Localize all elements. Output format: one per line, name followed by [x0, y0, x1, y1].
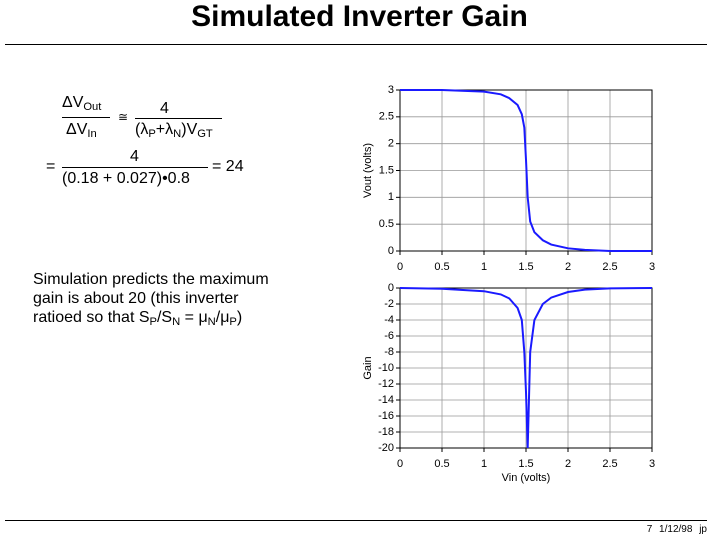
footer-rule — [5, 520, 707, 521]
x-tick-label: 2.5 — [602, 261, 617, 273]
t: N — [172, 316, 181, 328]
rhs-den: (λP+λN)VGT — [135, 121, 213, 140]
y-axis-label: Vout (volts) — [362, 143, 374, 198]
result: = 24 — [212, 158, 244, 175]
x-tick-label: 3 — [649, 458, 655, 470]
y-tick-label: 1 — [388, 191, 394, 203]
t: Out — [83, 101, 102, 113]
plot-frame — [399, 287, 653, 449]
t: N — [207, 316, 216, 328]
data-line — [399, 287, 653, 449]
y-tick-label: 2.5 — [379, 111, 394, 123]
y-tick-label: -14 — [378, 394, 394, 406]
title-rule — [5, 44, 707, 45]
y-tick-label: 0 — [388, 282, 394, 294]
t: ΔV — [62, 94, 84, 111]
frac-line — [135, 118, 222, 119]
t: ) — [236, 309, 243, 326]
author: jp — [699, 524, 707, 535]
y-tick-label: -12 — [378, 378, 394, 390]
x-tick-label: 0.5 — [434, 261, 449, 273]
approx: ≅ — [118, 110, 129, 124]
x-tick-label: 1.5 — [518, 458, 533, 470]
t: ΔV — [66, 121, 88, 138]
y-tick-label: -8 — [384, 346, 394, 358]
data-line — [400, 89, 652, 252]
x-tick-label: 1 — [481, 261, 487, 273]
t: /μ — [215, 309, 230, 326]
lhs-den: ΔVIn — [66, 121, 97, 140]
rhs-num: 4 — [160, 100, 169, 117]
x-tick-label: 0.5 — [434, 458, 449, 470]
t: In — [87, 128, 97, 140]
t: = μ — [180, 309, 208, 326]
title: Simulated Inverter Gain — [191, 0, 528, 33]
date: 1/12/98 — [659, 524, 693, 535]
footer: 7 1/12/98 jp — [647, 524, 707, 535]
y-tick-label: 0 — [388, 245, 394, 257]
page: 7 — [646, 524, 653, 535]
num2: 4 — [130, 148, 139, 165]
y-tick-label: -6 — [384, 330, 394, 342]
note-line: Simulation predicts the maximum — [33, 271, 269, 288]
t: P — [229, 316, 237, 328]
t: (λ — [135, 121, 149, 138]
plot-frame — [399, 89, 653, 252]
t: P — [148, 128, 156, 140]
x-tick-label: 1.5 — [518, 261, 533, 273]
x-axis-label: Vin (volts) — [502, 472, 551, 484]
y-tick-label: -20 — [378, 442, 394, 454]
t: ratioed so that S — [33, 309, 150, 326]
y-tick-label: -16 — [378, 410, 394, 422]
note-line: ratioed so that SP/SN = μN/μP) — [33, 308, 269, 332]
den2: (0.18 + 0.027)•0.8 — [62, 170, 190, 187]
note: Simulation predicts the maximum gain is … — [33, 270, 269, 332]
y-tick-label: -10 — [378, 362, 394, 374]
y-tick-label: -2 — [384, 298, 394, 310]
y-tick-label: 1.5 — [379, 164, 394, 176]
frac-line — [62, 117, 110, 118]
x-tick-label: 2 — [565, 261, 571, 273]
eq: = — [46, 158, 56, 175]
x-tick-label: 1 — [481, 458, 487, 470]
t: /S — [156, 309, 173, 326]
note-line: gain is about 20 (this inverter — [33, 290, 239, 307]
t: N — [173, 128, 182, 140]
t: )V — [181, 121, 198, 138]
t: +λ — [155, 121, 174, 138]
x-tick-label: 3 — [649, 261, 655, 273]
frac-line — [62, 167, 208, 168]
y-tick-label: 2 — [388, 138, 394, 150]
y-tick-label: 3 — [388, 84, 394, 96]
x-tick-label: 2 — [565, 458, 571, 470]
y-tick-label: -4 — [384, 314, 394, 326]
y-axis-label: Gain — [362, 356, 374, 379]
y-tick-label: 0.5 — [379, 218, 394, 230]
x-tick-label: 0 — [397, 261, 403, 273]
x-tick-label: 0 — [397, 458, 403, 470]
t: GT — [197, 128, 213, 140]
t: P — [149, 316, 157, 328]
lhs-num: ΔVOut — [62, 94, 101, 113]
y-tick-label: -18 — [378, 426, 394, 438]
x-tick-label: 2.5 — [602, 458, 617, 470]
